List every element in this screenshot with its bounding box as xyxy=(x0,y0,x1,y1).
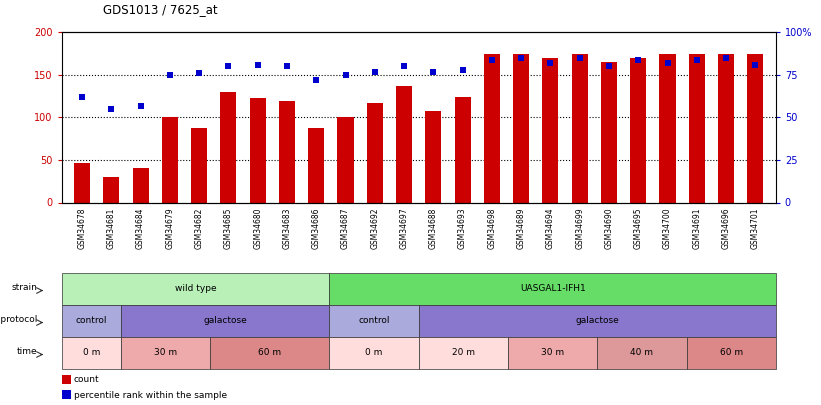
Text: 60 m: 60 m xyxy=(720,348,743,358)
Text: 30 m: 30 m xyxy=(154,348,177,358)
Bar xyxy=(132,168,149,202)
Point xyxy=(427,68,440,75)
Bar xyxy=(337,117,354,202)
Point xyxy=(310,77,323,83)
Point xyxy=(397,63,410,70)
Text: UASGAL1-IFH1: UASGAL1-IFH1 xyxy=(520,284,585,294)
Bar xyxy=(659,53,676,202)
Bar xyxy=(122,337,210,369)
Bar xyxy=(689,53,705,202)
Point xyxy=(573,55,586,61)
Text: control: control xyxy=(76,316,107,326)
Point xyxy=(105,106,118,112)
Bar xyxy=(484,53,500,202)
Bar xyxy=(747,53,764,202)
Bar xyxy=(103,177,119,202)
Point xyxy=(515,55,528,61)
Bar xyxy=(250,98,266,202)
Point xyxy=(76,94,89,100)
Text: 30 m: 30 m xyxy=(541,348,564,358)
Text: galactose: galactose xyxy=(576,316,619,326)
Point xyxy=(485,56,498,63)
Text: 0 m: 0 m xyxy=(83,348,100,358)
Point xyxy=(193,70,206,77)
Text: 0 m: 0 m xyxy=(365,348,383,358)
Text: 40 m: 40 m xyxy=(631,348,654,358)
Text: galactose: galactose xyxy=(204,316,247,326)
Text: GDS1013 / 7625_at: GDS1013 / 7625_at xyxy=(103,3,218,16)
Point xyxy=(134,102,147,109)
Bar xyxy=(329,337,419,369)
Bar xyxy=(718,53,734,202)
Point xyxy=(369,68,382,75)
Bar xyxy=(308,128,324,202)
Text: 20 m: 20 m xyxy=(452,348,475,358)
Bar xyxy=(543,58,558,202)
Point xyxy=(281,63,294,70)
Point xyxy=(222,63,235,70)
Bar xyxy=(220,92,236,202)
Text: time: time xyxy=(16,347,37,356)
Point xyxy=(719,55,732,61)
Bar xyxy=(210,337,329,369)
Bar xyxy=(513,53,530,202)
Point xyxy=(544,60,557,66)
Bar xyxy=(601,62,617,202)
Point xyxy=(456,66,469,73)
Bar xyxy=(455,97,470,202)
Point xyxy=(749,62,762,68)
Bar xyxy=(162,117,178,202)
Point xyxy=(631,56,644,63)
Bar xyxy=(508,337,597,369)
Bar xyxy=(74,163,90,202)
Bar xyxy=(419,305,776,337)
Bar xyxy=(425,111,442,202)
Text: strain: strain xyxy=(11,283,37,292)
Bar xyxy=(62,337,122,369)
Point xyxy=(163,72,177,78)
Bar xyxy=(329,305,419,337)
Text: control: control xyxy=(358,316,390,326)
Bar xyxy=(571,53,588,202)
Point xyxy=(661,60,674,66)
Bar xyxy=(191,128,207,202)
Text: wild type: wild type xyxy=(175,284,216,294)
Bar xyxy=(396,86,412,202)
Bar xyxy=(631,58,646,202)
Point xyxy=(339,72,352,78)
Bar xyxy=(598,337,686,369)
Bar xyxy=(686,337,776,369)
Text: growth protocol: growth protocol xyxy=(0,315,37,324)
Point xyxy=(251,62,264,68)
Text: percentile rank within the sample: percentile rank within the sample xyxy=(74,391,227,400)
Bar xyxy=(367,103,383,202)
Bar xyxy=(419,337,508,369)
Point xyxy=(690,56,704,63)
Text: 60 m: 60 m xyxy=(259,348,282,358)
Text: count: count xyxy=(74,375,99,384)
Bar xyxy=(62,305,122,337)
Bar xyxy=(62,273,329,305)
Bar xyxy=(279,101,295,202)
Bar xyxy=(329,273,776,305)
Bar xyxy=(122,305,329,337)
Point xyxy=(603,63,616,70)
